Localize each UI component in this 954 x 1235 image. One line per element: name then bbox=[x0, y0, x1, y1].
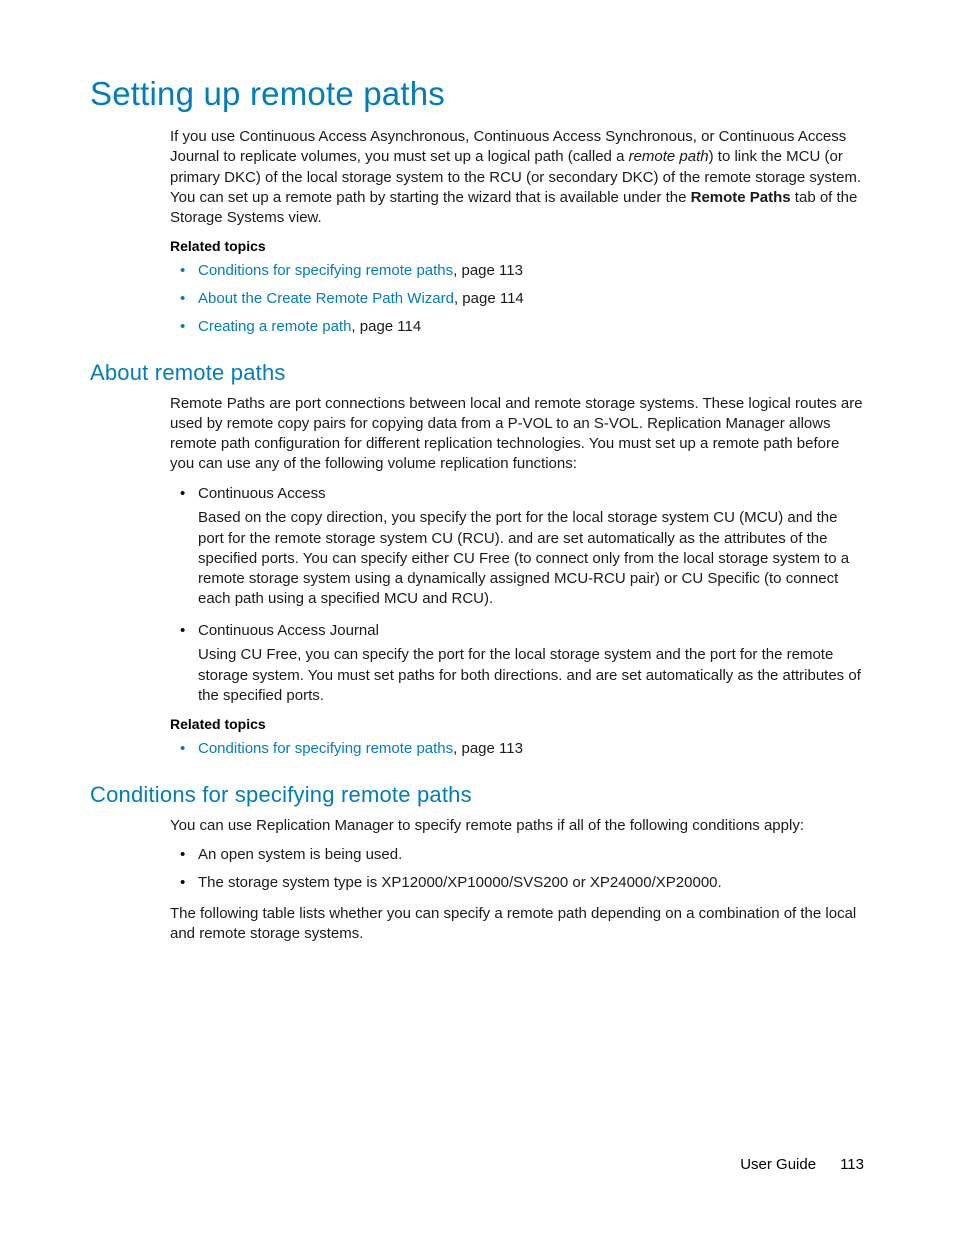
related-topics-label-1: Related topics bbox=[170, 238, 864, 254]
conditions-block: You can use Replication Manager to speci… bbox=[170, 816, 864, 944]
page-footer: User Guide 113 bbox=[740, 1156, 864, 1173]
intro-em: remote path bbox=[629, 148, 709, 165]
footer-label: User Guide bbox=[740, 1156, 816, 1173]
conditions-paragraph-1: You can use Replication Manager to speci… bbox=[170, 816, 864, 836]
related-item: About the Create Remote Path Wizard, pag… bbox=[170, 288, 864, 310]
related-topics-label-2: Related topics bbox=[170, 716, 864, 732]
heading-about-remote-paths: About remote paths bbox=[90, 360, 864, 386]
intro-paragraph: If you use Continuous Access Asynchronou… bbox=[170, 127, 864, 228]
link-tail: , page 114 bbox=[454, 290, 524, 307]
conditions-paragraph-2: The following table lists whether you ca… bbox=[170, 904, 864, 945]
heading-setting-up-remote-paths: Setting up remote paths bbox=[90, 75, 864, 113]
related-item: Conditions for specifying remote paths, … bbox=[170, 260, 864, 282]
related-topics-list-1: Conditions for specifying remote paths, … bbox=[170, 260, 864, 337]
link-conditions-1[interactable]: Conditions for specifying remote paths bbox=[198, 262, 453, 279]
conditions-item: An open system is being used. bbox=[170, 844, 864, 866]
about-item-title: Continuous Access bbox=[198, 485, 326, 502]
conditions-list: An open system is being used. The storag… bbox=[170, 844, 864, 894]
conditions-item: The storage system type is XP12000/XP100… bbox=[170, 872, 864, 894]
intro-bold: Remote Paths bbox=[691, 189, 791, 206]
page: Setting up remote paths If you use Conti… bbox=[0, 0, 954, 1235]
about-items-list: Continuous Access Based on the copy dire… bbox=[170, 483, 864, 707]
about-item-continuous-access: Continuous Access Based on the copy dire… bbox=[170, 483, 864, 610]
link-tail: , page 113 bbox=[453, 740, 523, 757]
related-item: Conditions for specifying remote paths, … bbox=[170, 738, 864, 760]
footer-page-number: 113 bbox=[840, 1156, 864, 1173]
about-paragraph: Remote Paths are port connections betwee… bbox=[170, 394, 864, 475]
link-creating-remote-path[interactable]: Creating a remote path bbox=[198, 318, 351, 335]
related-item: Creating a remote path, page 114 bbox=[170, 316, 864, 338]
link-conditions-2[interactable]: Conditions for specifying remote paths bbox=[198, 740, 453, 757]
link-tail: , page 114 bbox=[351, 318, 421, 335]
link-about-wizard[interactable]: About the Create Remote Path Wizard bbox=[198, 290, 454, 307]
about-item-continuous-access-journal: Continuous Access Journal Using CU Free,… bbox=[170, 620, 864, 707]
about-item-title: Continuous Access Journal bbox=[198, 622, 379, 639]
about-item-body: Using CU Free, you can specify the port … bbox=[198, 645, 864, 706]
related-topics-list-2: Conditions for specifying remote paths, … bbox=[170, 738, 864, 760]
link-tail: , page 113 bbox=[453, 262, 523, 279]
intro-block: If you use Continuous Access Asynchronou… bbox=[170, 127, 864, 338]
heading-conditions: Conditions for specifying remote paths bbox=[90, 782, 864, 808]
about-block: Remote Paths are port connections betwee… bbox=[170, 394, 864, 760]
about-item-body: Based on the copy direction, you specify… bbox=[198, 508, 864, 609]
